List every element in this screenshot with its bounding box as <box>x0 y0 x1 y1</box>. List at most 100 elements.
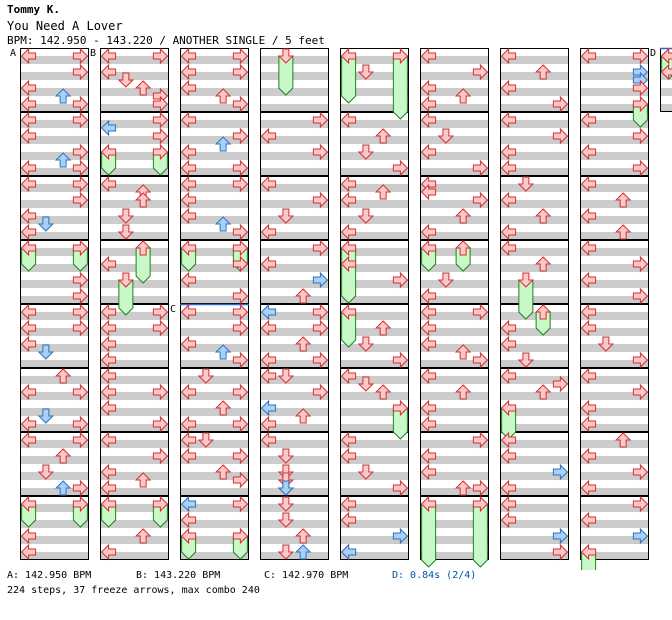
beat-stripe <box>500 88 569 96</box>
beat-stripe <box>500 360 569 368</box>
step-arrow-down <box>437 272 455 288</box>
beat-stripe <box>340 472 409 480</box>
step-arrow-left <box>20 159 37 177</box>
step-arrow-left <box>20 383 37 401</box>
beat-stripe <box>420 424 489 432</box>
section-marker-a: A <box>10 48 17 59</box>
measure-box <box>20 112 89 176</box>
beat-stripe <box>20 360 89 368</box>
step-arrow-left <box>20 207 37 225</box>
chart-stats: 224 steps, 37 freeze arrows, max combo 2… <box>7 585 260 596</box>
step-arrow-up <box>534 208 552 224</box>
measure-box <box>340 368 409 432</box>
step-arrow-left <box>260 431 277 449</box>
step-arrow-up <box>454 208 472 224</box>
beat-stripe <box>340 360 409 368</box>
step-arrow-left <box>500 511 517 529</box>
beat-stripe <box>580 248 649 256</box>
measure-box <box>100 304 169 368</box>
beat-stripe <box>500 280 569 288</box>
beat-stripe <box>180 120 249 128</box>
beat-stripe <box>20 168 89 176</box>
step-arrow-up <box>454 344 472 360</box>
step-arrow-right <box>152 47 169 65</box>
beat-stripe <box>20 88 89 96</box>
beat-stripe <box>500 152 569 160</box>
measure-box <box>340 240 409 304</box>
beat-stripe <box>420 360 489 368</box>
beat-stripe <box>20 152 89 160</box>
step-arrow-down <box>517 176 535 192</box>
measure-box <box>260 48 329 112</box>
beat-stripe <box>420 232 489 240</box>
freeze-arrow <box>472 503 488 568</box>
step-arrow-left <box>180 495 197 513</box>
beat-stripe <box>580 120 649 128</box>
beat-stripe <box>500 456 569 464</box>
beat-stripe <box>100 104 169 112</box>
step-arrow-left <box>20 111 37 129</box>
step-arrow-right <box>312 271 329 289</box>
beat-stripe <box>260 456 329 464</box>
step-arrow-left <box>420 463 437 481</box>
beat-stripe <box>260 184 329 192</box>
step-arrow-right <box>392 47 409 65</box>
step-arrow-down <box>357 376 375 392</box>
step-arrow-up <box>294 336 312 352</box>
chart-column <box>260 48 329 560</box>
step-arrow-right <box>72 47 89 65</box>
step-arrow-left <box>100 431 117 449</box>
step-arrow-left <box>260 255 277 273</box>
step-arrow-left <box>420 95 437 113</box>
beat-stripe <box>260 344 329 352</box>
beat-stripe <box>20 280 89 288</box>
step-arrow-left <box>260 367 277 385</box>
step-arrow-up <box>374 128 392 144</box>
beat-stripe <box>340 392 409 400</box>
beat-stripe <box>340 504 409 512</box>
step-arrow-right <box>472 495 489 513</box>
beat-stripe <box>260 72 329 80</box>
beat-stripe <box>100 264 169 272</box>
beat-stripe <box>420 136 489 144</box>
measure-box <box>20 240 89 304</box>
step-arrow-left <box>580 447 597 465</box>
beat-stripe <box>660 104 672 112</box>
step-arrow-up <box>134 472 152 488</box>
step-arrow-right <box>392 351 409 369</box>
beat-stripe <box>340 520 409 528</box>
beat-stripe <box>100 344 169 352</box>
step-arrow-right <box>232 175 249 193</box>
step-arrow-right <box>232 95 249 113</box>
beat-stripe <box>420 72 489 80</box>
step-arrow-left <box>180 271 197 289</box>
beat-stripe <box>420 88 489 96</box>
beat-stripe <box>420 344 489 352</box>
step-arrow-left <box>420 319 437 337</box>
step-arrow-left <box>500 223 517 241</box>
step-arrow-left <box>340 239 357 257</box>
beat-stripe <box>100 216 169 224</box>
step-arrow-left <box>420 79 437 97</box>
beat-stripe <box>420 456 489 464</box>
beat-stripe <box>260 56 329 64</box>
beat-stripe <box>100 296 169 304</box>
measure-box <box>580 48 649 112</box>
beat-stripe <box>580 168 649 176</box>
beat-stripe <box>20 120 89 128</box>
beat-stripe <box>20 328 89 336</box>
measure-box <box>500 48 569 112</box>
step-arrow-left <box>340 495 357 513</box>
beat-stripe <box>180 472 249 480</box>
beat-stripe <box>180 536 249 544</box>
beat-stripe <box>340 72 409 80</box>
beat-stripe <box>580 472 649 480</box>
beat-stripe <box>340 488 409 496</box>
step-arrow-left <box>260 415 277 433</box>
step-arrow-down <box>117 272 135 288</box>
step-arrow-right <box>472 63 489 81</box>
measure-box <box>180 432 249 496</box>
beat-stripe <box>340 216 409 224</box>
beat-stripe <box>580 104 649 112</box>
beat-stripe <box>500 168 569 176</box>
